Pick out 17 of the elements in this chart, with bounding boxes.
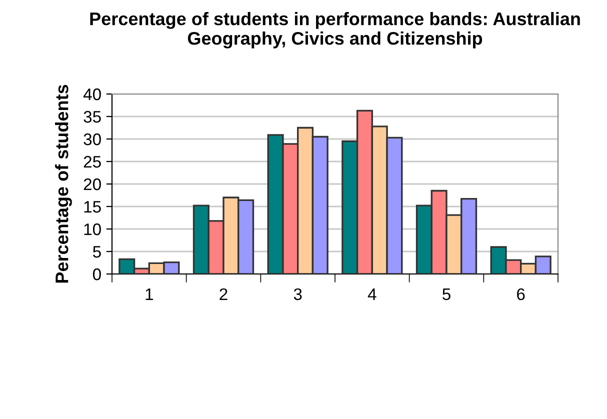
- y-tick-label: 10: [84, 223, 101, 236]
- y-tick-label: 25: [84, 156, 101, 168]
- y-tick-label: 5: [92, 246, 101, 258]
- y-tick-label: 30: [84, 133, 101, 146]
- x-tick-label: 2: [220, 288, 228, 300]
- y-tick-label: 0: [92, 268, 101, 280]
- y-tick-label: 15: [84, 201, 101, 213]
- y-tick-label: 20: [84, 178, 101, 190]
- x-tick-label: 5: [442, 288, 450, 300]
- y-tick-label: 40: [83, 88, 101, 100]
- y-axis-title: Percentage of students: [55, 84, 72, 283]
- x-tick-label: 6: [517, 288, 525, 300]
- y-tick-label: 35: [84, 110, 101, 123]
- x-tick-label: 4: [368, 288, 376, 300]
- chart-title: Percentage of students in performance bands: Australian Geography, Civics and Citizenship: [90, 12, 580, 48]
- x-tick-label: 3: [294, 288, 302, 300]
- x-tick-label: 1: [146, 288, 153, 300]
